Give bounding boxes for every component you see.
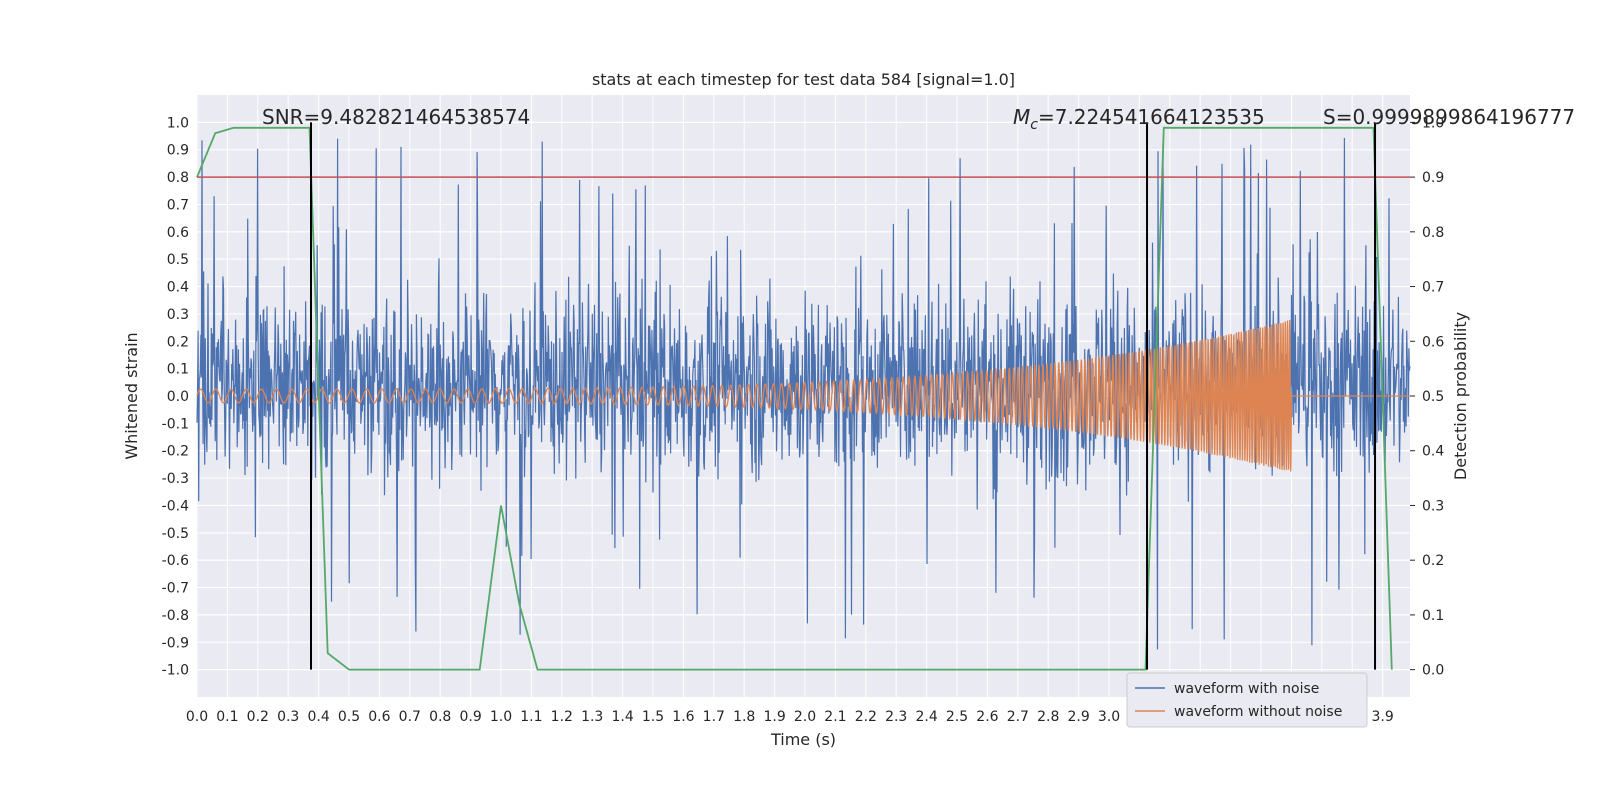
- x-tick-label: 1.6: [672, 709, 694, 725]
- chirp-mass-symbol: M: [1013, 105, 1030, 129]
- x-tick-label: 0.2: [247, 709, 269, 725]
- probability-series: [196, 126, 1393, 671]
- y-tick-label: -0.1: [162, 416, 189, 432]
- score-annotation: S=0.9999899864196777: [1323, 105, 1575, 129]
- vertical-lines: [310, 122, 1377, 670]
- y-tick-label-right: 0.6: [1422, 334, 1444, 350]
- y-tick-label: 0.5: [167, 252, 189, 268]
- snr-annotation: SNR=9.482821464538574: [262, 105, 530, 129]
- y-tick-label: 1.0: [167, 115, 189, 131]
- x-axis-label: Time (s): [770, 730, 836, 749]
- y-tick-label: -0.7: [162, 581, 189, 597]
- x-tick-label: 0.0: [186, 709, 208, 725]
- legend-box: [1126, 672, 1368, 728]
- y-ticks-right: 1.0 0.9 0.8 0.7 0.6 0.5 0.4 0.3 0.2 0.1 0.0: [1410, 115, 1444, 679]
- y-tick-label: -0.2: [162, 444, 189, 460]
- x-tick-label: 1.3: [581, 709, 603, 725]
- y-ticks: 1.0 0.9 0.8 0.7 0.6 0.5 0.4 0.3 0.2 0.1 0.0 -0.1 -0.…: [162, 115, 189, 678]
- clean-waveform-line: [196, 319, 1410, 472]
- x-tick-label: 0.8: [429, 709, 451, 725]
- x-tick-label: 2.0: [794, 709, 816, 725]
- chirp-series: [196, 319, 1410, 472]
- y-tick-label-right: 0.5: [1422, 389, 1444, 405]
- y-tick-label: -0.6: [162, 553, 189, 569]
- x-tick-label: 1.9: [763, 709, 785, 725]
- y-tick-label: -0.5: [162, 526, 189, 542]
- y-tick-label: -0.9: [162, 635, 189, 651]
- x-tick-label: 0.3: [277, 709, 299, 725]
- chirp-mass-annotation: Mc=7.224541664123535: [1013, 105, 1265, 133]
- x-tick-label: 2.4: [915, 709, 937, 725]
- y-tick-label-right: 1.0: [1422, 115, 1444, 131]
- x-tick-label: 0.6: [368, 709, 390, 725]
- x-tick-label: 2.1: [824, 709, 846, 725]
- x-tick-label: 2.3: [885, 709, 907, 725]
- x-tick-label: 1.5: [642, 709, 664, 725]
- legend: waveform with noise waveform without noi…: [1126, 672, 1368, 728]
- y-tick-label: -1.0: [162, 663, 189, 679]
- x-tick-label: 2.2: [855, 709, 877, 725]
- y-tick-label: -0.8: [162, 608, 189, 624]
- y-tick-label: 0.1: [167, 362, 189, 378]
- y-tick-label: 0.7: [167, 197, 189, 213]
- x-tick-label: 2.7: [1007, 709, 1029, 725]
- x-tick-label: 2.5: [946, 709, 968, 725]
- x-tick-label: 0.5: [338, 709, 360, 725]
- x-tick-label: 2.9: [1067, 709, 1089, 725]
- y-tick-label: 0.4: [167, 280, 189, 296]
- legend-label-clean: waveform without noise: [1174, 704, 1342, 720]
- x-tick-label: 1.4: [611, 709, 633, 725]
- x-tick-label: 0.1: [216, 709, 238, 725]
- y-tick-label-right: 0.9: [1422, 170, 1444, 186]
- x-tick-label: 1.1: [520, 709, 542, 725]
- x-tick-label: 0.4: [307, 709, 329, 725]
- y-tick-label: 0.8: [167, 170, 189, 186]
- x-tick-label: 2.6: [976, 709, 998, 725]
- y-tick-label-right: 0.7: [1422, 280, 1444, 296]
- y-tick-label: 0.6: [167, 225, 189, 241]
- y-tick-label: 0.9: [167, 143, 189, 159]
- y-tick-label-right: 0.8: [1422, 225, 1444, 241]
- y-tick-label-right: 0.1: [1422, 608, 1444, 624]
- x-tick-label: 3.0: [1098, 709, 1120, 725]
- y-tick-label-right: 0.2: [1422, 553, 1444, 569]
- y-tick-label: 0.0: [167, 389, 189, 405]
- y-tick-label: 0.3: [167, 307, 189, 323]
- x-tick-label: 1.8: [733, 709, 755, 725]
- x-tick-label: 1.2: [551, 709, 573, 725]
- x-tick-label: 0.7: [399, 709, 421, 725]
- legend-label-noise: waveform with noise: [1174, 681, 1319, 697]
- y-tick-label-right: 0.3: [1422, 498, 1444, 514]
- y-tick-label-right: 0.4: [1422, 444, 1444, 460]
- detection-probability-line: [196, 126, 1393, 671]
- chirp-mass-subscript: c: [1030, 117, 1038, 133]
- x-tick-label: 1.0: [490, 709, 512, 725]
- chart-title: stats at each timestep for test data 584…: [592, 70, 1015, 89]
- y-tick-label-right: 0.0: [1422, 663, 1444, 679]
- x-tick-label: 0.9: [459, 709, 481, 725]
- x-tick-label: 1.7: [703, 709, 725, 725]
- chirp-mass-value: =7.224541664123535: [1038, 105, 1265, 129]
- x-tick-label: 2.8: [1037, 709, 1059, 725]
- y-axis-label: Whitened strain: [122, 332, 141, 459]
- x-tick-label: 3.9: [1372, 709, 1394, 725]
- y-axis-label-right: Detection probability: [1451, 312, 1470, 480]
- y-tick-label: -0.3: [162, 471, 189, 487]
- y-tick-label: 0.2: [167, 334, 189, 350]
- y-tick-label: -0.4: [162, 498, 189, 514]
